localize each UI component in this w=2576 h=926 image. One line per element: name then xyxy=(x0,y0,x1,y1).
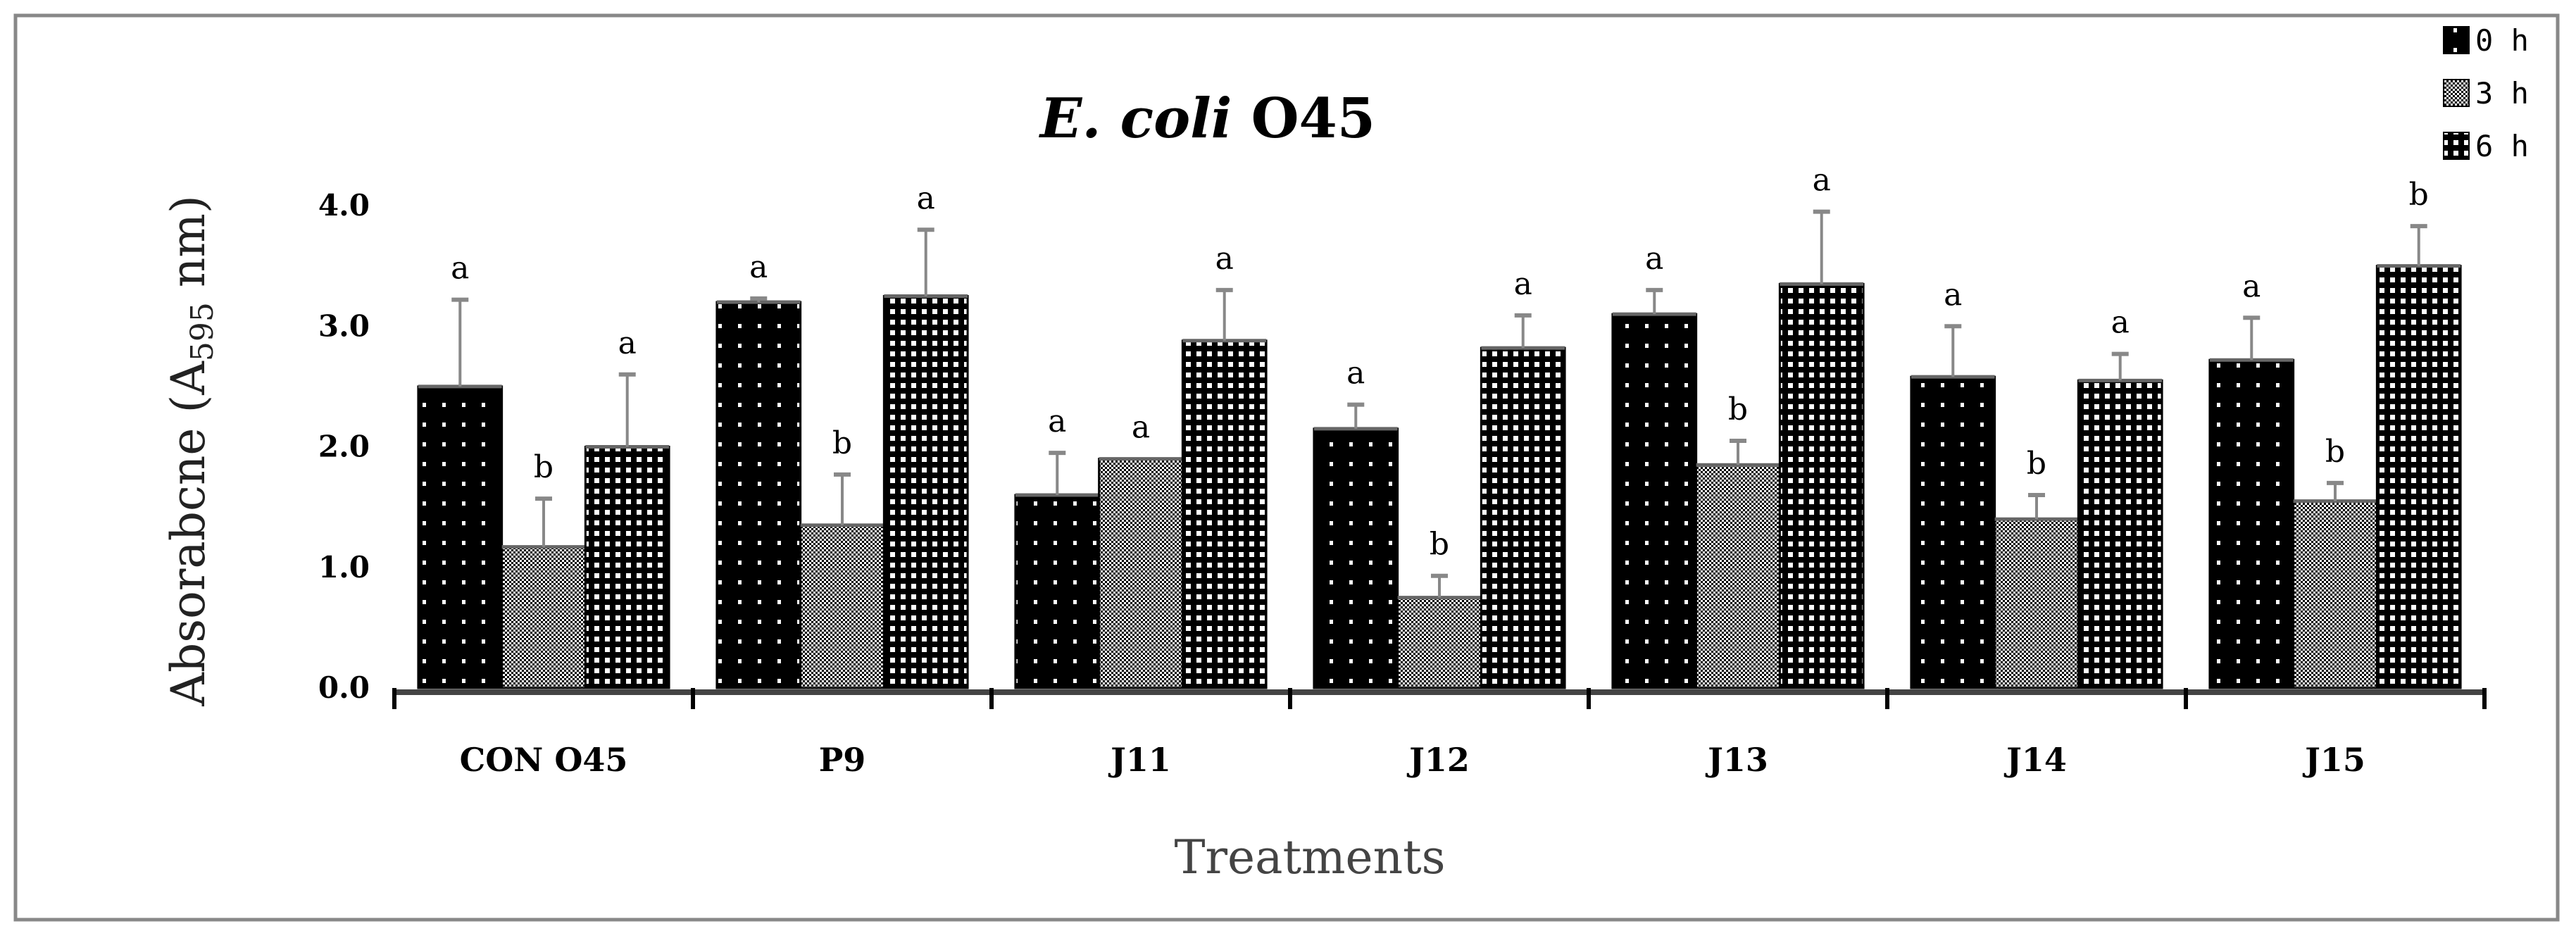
x-tick-label: J11 xyxy=(1108,741,1171,779)
x-tick-label: J15 xyxy=(2302,741,2365,779)
y-tick-label: 2.0 xyxy=(318,430,370,464)
legend-swatch xyxy=(2443,26,2470,54)
x-tick-label: CON O45 xyxy=(460,741,628,779)
legend-swatch xyxy=(2443,79,2470,107)
significance-letter: a xyxy=(749,249,768,285)
significance-letter: b xyxy=(2409,177,2429,213)
bar xyxy=(2208,358,2295,689)
bar xyxy=(1014,494,1101,689)
bar xyxy=(501,546,587,689)
x-tick-label: J14 xyxy=(2003,741,2067,779)
bar xyxy=(1480,346,1566,689)
significance-letter: a xyxy=(451,251,469,287)
bar xyxy=(2077,379,2163,689)
x-tick-label: J12 xyxy=(1406,741,1470,779)
bar xyxy=(1611,313,1698,689)
legend-label: 3 h xyxy=(2475,76,2529,111)
bar xyxy=(1396,596,1482,689)
bar xyxy=(1098,458,1184,689)
bar xyxy=(1181,339,1268,689)
significance-letter: a xyxy=(2242,268,2261,304)
chart-title: E. coli O45 xyxy=(1039,87,1375,151)
bar xyxy=(799,524,885,689)
bar xyxy=(1313,427,1399,689)
legend-label: 6 h xyxy=(2475,129,2529,163)
significance-letter: a xyxy=(1944,277,1962,313)
legend-label: 0 h xyxy=(2475,23,2529,58)
significance-letter: b xyxy=(832,425,852,461)
bar xyxy=(1778,282,1865,689)
significance-letter: a xyxy=(917,180,935,216)
chart-frame xyxy=(13,13,2560,922)
bar xyxy=(1695,463,1781,689)
significance-letter: b xyxy=(2325,434,2345,470)
significance-letter: a xyxy=(1215,241,1234,277)
y-tick-label: 3.0 xyxy=(318,308,370,343)
bar xyxy=(417,385,504,689)
y-tick-label: 0.0 xyxy=(318,670,370,705)
significance-letter: a xyxy=(1048,403,1066,439)
significance-letter: a xyxy=(1132,410,1150,446)
significance-letter: a xyxy=(2111,305,2130,341)
legend-swatch xyxy=(2443,132,2470,160)
x-tick-label: J13 xyxy=(1705,741,1768,779)
bar xyxy=(2292,500,2378,689)
y-axis-label: Absorabcne (A595 nm) xyxy=(161,195,220,706)
y-tick-label: 4.0 xyxy=(318,188,370,223)
significance-letter: a xyxy=(1514,266,1532,302)
significance-letter: a xyxy=(1346,356,1365,392)
significance-letter: a xyxy=(1813,163,1831,199)
bar xyxy=(1910,375,1996,689)
significance-letter: b xyxy=(1430,527,1449,563)
bar xyxy=(2375,265,2462,689)
significance-letter: b xyxy=(1728,392,1748,427)
bar xyxy=(1994,518,2080,689)
x-axis-label: Treatments xyxy=(1174,830,1445,884)
significance-letter: a xyxy=(618,325,637,361)
bar xyxy=(584,446,670,689)
significance-letter: b xyxy=(534,449,554,485)
significance-letter: b xyxy=(2027,446,2046,482)
bar xyxy=(882,294,969,689)
y-tick-label: 1.0 xyxy=(318,550,370,584)
significance-letter: a xyxy=(1645,241,1663,277)
x-tick-label: P9 xyxy=(819,741,866,779)
bar xyxy=(715,301,802,689)
